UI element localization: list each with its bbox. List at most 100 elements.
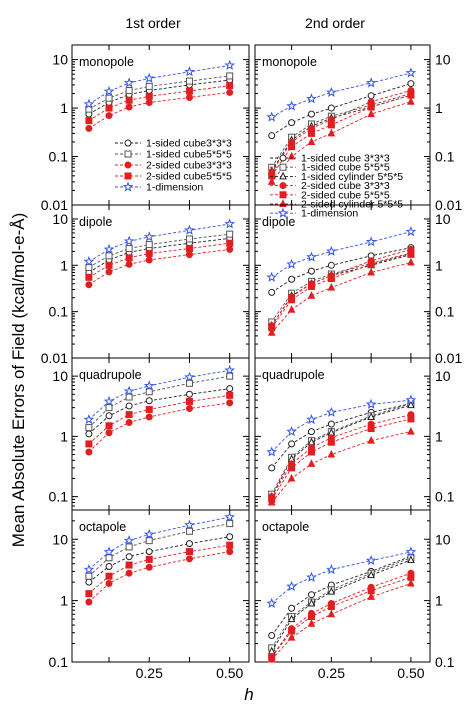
data-point — [85, 590, 93, 598]
y-tick-label: 1 — [435, 593, 443, 609]
data-point — [185, 77, 193, 85]
data-point — [307, 598, 316, 607]
data-point — [407, 80, 415, 88]
data-point — [287, 473, 296, 482]
panel-label: monopole — [79, 55, 134, 69]
legend-item-2-sided-cube-3-3-3: 2-sided cube 3*3*3 — [270, 180, 390, 192]
data-point — [268, 132, 276, 140]
data-point — [185, 87, 193, 95]
data-point — [367, 412, 375, 420]
data-point — [85, 263, 93, 271]
data-point — [226, 399, 234, 407]
data-point — [145, 548, 153, 556]
series-line — [271, 418, 412, 500]
y-axis-title: Mean Absolute Errors of Field (kcal/mol-… — [9, 213, 28, 547]
data-point — [185, 245, 193, 253]
data-point — [105, 94, 113, 102]
series-line — [88, 369, 230, 420]
data-point — [185, 94, 193, 102]
data-point — [145, 256, 153, 264]
data-point — [288, 440, 296, 448]
series-2-sided-cylinder-5-5-5 — [267, 257, 415, 336]
data-point — [226, 533, 234, 541]
legend-marker — [124, 161, 132, 169]
y-tick-label: 1 — [60, 100, 68, 116]
data-point — [143, 231, 155, 242]
series-1-sided-cube-3-3-3 — [268, 80, 415, 140]
y-tick-label: 0.01 — [41, 197, 68, 213]
series-line — [271, 576, 412, 658]
data-point — [367, 109, 375, 118]
data-point — [226, 88, 234, 96]
series-line — [88, 75, 230, 110]
data-point — [288, 275, 296, 283]
data-point — [407, 415, 415, 423]
data-point — [287, 632, 296, 641]
y-tick-label: 10 — [52, 211, 68, 227]
data-point — [367, 570, 375, 579]
y-tick-label: 0.01 — [435, 350, 462, 366]
series-2-sided-cube3-3-3 — [85, 399, 234, 456]
data-point — [286, 426, 297, 437]
legend-label: 1-sided cube 5*5*5 — [301, 162, 390, 174]
data-point — [306, 571, 317, 582]
data-point — [327, 283, 336, 291]
legend-label: 2-sided cube 5*5*5 — [301, 189, 390, 201]
data-point — [306, 414, 317, 425]
data-point — [105, 429, 113, 437]
data-point — [267, 497, 276, 506]
data-point — [327, 603, 335, 611]
data-point — [307, 591, 315, 599]
legend-label: 1-dimension — [146, 182, 203, 194]
data-point — [326, 406, 337, 417]
legend-label: 2-sided cube3*3*3 — [146, 160, 232, 172]
legend-item-1-sided-cube3-3-3: 1-sided cube3*3*3 — [115, 138, 232, 150]
series-2-sided-cube5-5-5 — [85, 541, 234, 598]
data-point — [226, 72, 234, 80]
legend-marker — [279, 154, 287, 162]
data-point — [125, 411, 133, 419]
data-point — [123, 535, 135, 546]
data-point — [267, 328, 276, 336]
y-tick-label: 1 — [435, 100, 443, 116]
series-1-sided-cube3-3-3 — [85, 533, 234, 586]
data-point — [367, 103, 375, 111]
data-point — [125, 569, 133, 577]
data-point — [143, 528, 155, 539]
panel-label: octapole — [262, 520, 309, 534]
series-1-sided-cube-5-5-5 — [268, 249, 415, 326]
data-point — [185, 251, 193, 259]
data-point — [105, 404, 113, 412]
y-tick-label: 0.01 — [435, 197, 462, 213]
series-line — [88, 85, 230, 121]
data-point — [125, 402, 133, 410]
data-point — [224, 364, 236, 375]
data-point — [224, 59, 236, 70]
data-point — [327, 609, 336, 618]
legend-marker — [279, 191, 287, 199]
data-point — [185, 235, 193, 243]
series-1-dimension — [266, 394, 417, 457]
data-point — [365, 77, 377, 88]
panel-2nd-order-dipole: 0.01 0.1 1 10 dipole — [254, 204, 462, 366]
data-point — [85, 281, 93, 289]
data-point — [365, 554, 377, 566]
legend-label: 2-sided cube5*5*5 — [146, 171, 232, 183]
data-point — [286, 100, 297, 111]
series-line — [88, 242, 230, 278]
legend-label: 2-sided cube 3*3*3 — [301, 180, 390, 192]
data-point — [185, 405, 193, 413]
data-point — [306, 93, 317, 104]
y-tick-label: 10 — [52, 531, 68, 547]
legend-item-2-sided-cube-5-5-5: 2-sided cube 5*5*5 — [270, 189, 390, 201]
data-point — [288, 464, 296, 472]
series-1-sided-cube-5-5-5 — [268, 400, 415, 498]
data-point — [407, 555, 415, 563]
data-point — [226, 239, 234, 247]
series-1-dimension — [266, 67, 417, 122]
data-point — [288, 296, 296, 304]
data-point — [288, 604, 296, 612]
legend: 1-sided cube3*3*31-sided cube5*5*52-side… — [115, 138, 232, 194]
panel-frame — [254, 509, 431, 663]
